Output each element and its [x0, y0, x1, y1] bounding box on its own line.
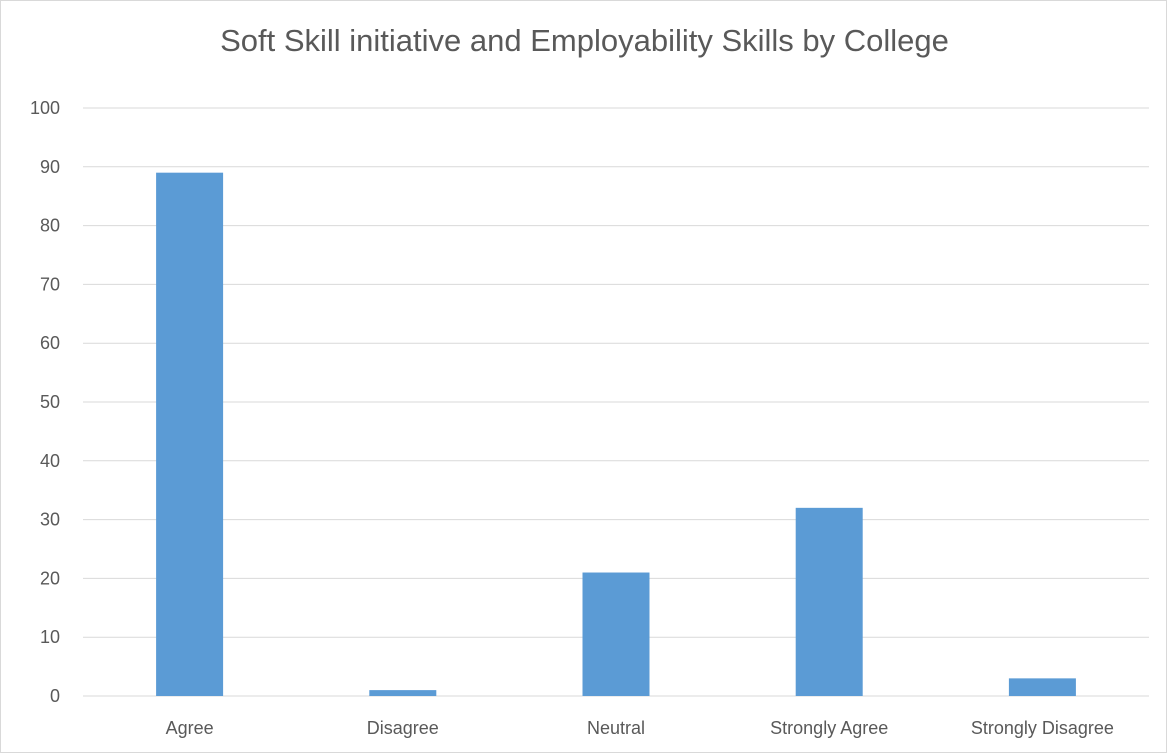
y-tick-label: 100	[30, 98, 60, 118]
bar-strongly-agree	[795, 507, 863, 696]
y-tick-label: 0	[50, 686, 60, 706]
y-tick-label: 60	[40, 333, 60, 353]
x-category-label: Disagree	[367, 718, 439, 738]
x-category-label: Strongly Disagree	[971, 718, 1114, 738]
y-tick-label: 80	[40, 216, 60, 236]
x-category-label: Agree	[166, 718, 214, 738]
bar-agree	[156, 172, 224, 696]
bar-neutral	[582, 572, 650, 696]
bars	[156, 172, 1076, 696]
bar-strongly-disagree	[1008, 678, 1076, 696]
y-tick-label: 70	[40, 274, 60, 294]
y-tick-label: 10	[40, 627, 60, 647]
bar-disagree	[369, 690, 437, 696]
x-category-label: Strongly Agree	[770, 718, 888, 738]
chart-title: Soft Skill initiative and Employability …	[220, 23, 949, 58]
y-tick-label: 90	[40, 157, 60, 177]
y-tick-label: 50	[40, 392, 60, 412]
x-axis-categories: Agree Disagree Neutral Strongly Agree Strong…	[166, 718, 1114, 738]
x-category-label: Neutral	[587, 718, 645, 738]
y-tick-label: 40	[40, 451, 60, 471]
y-tick-label: 20	[40, 568, 60, 588]
y-axis-ticks: 0 10 20 30 40 50 60 70 80 90 100	[30, 98, 60, 706]
y-tick-label: 30	[40, 510, 60, 530]
